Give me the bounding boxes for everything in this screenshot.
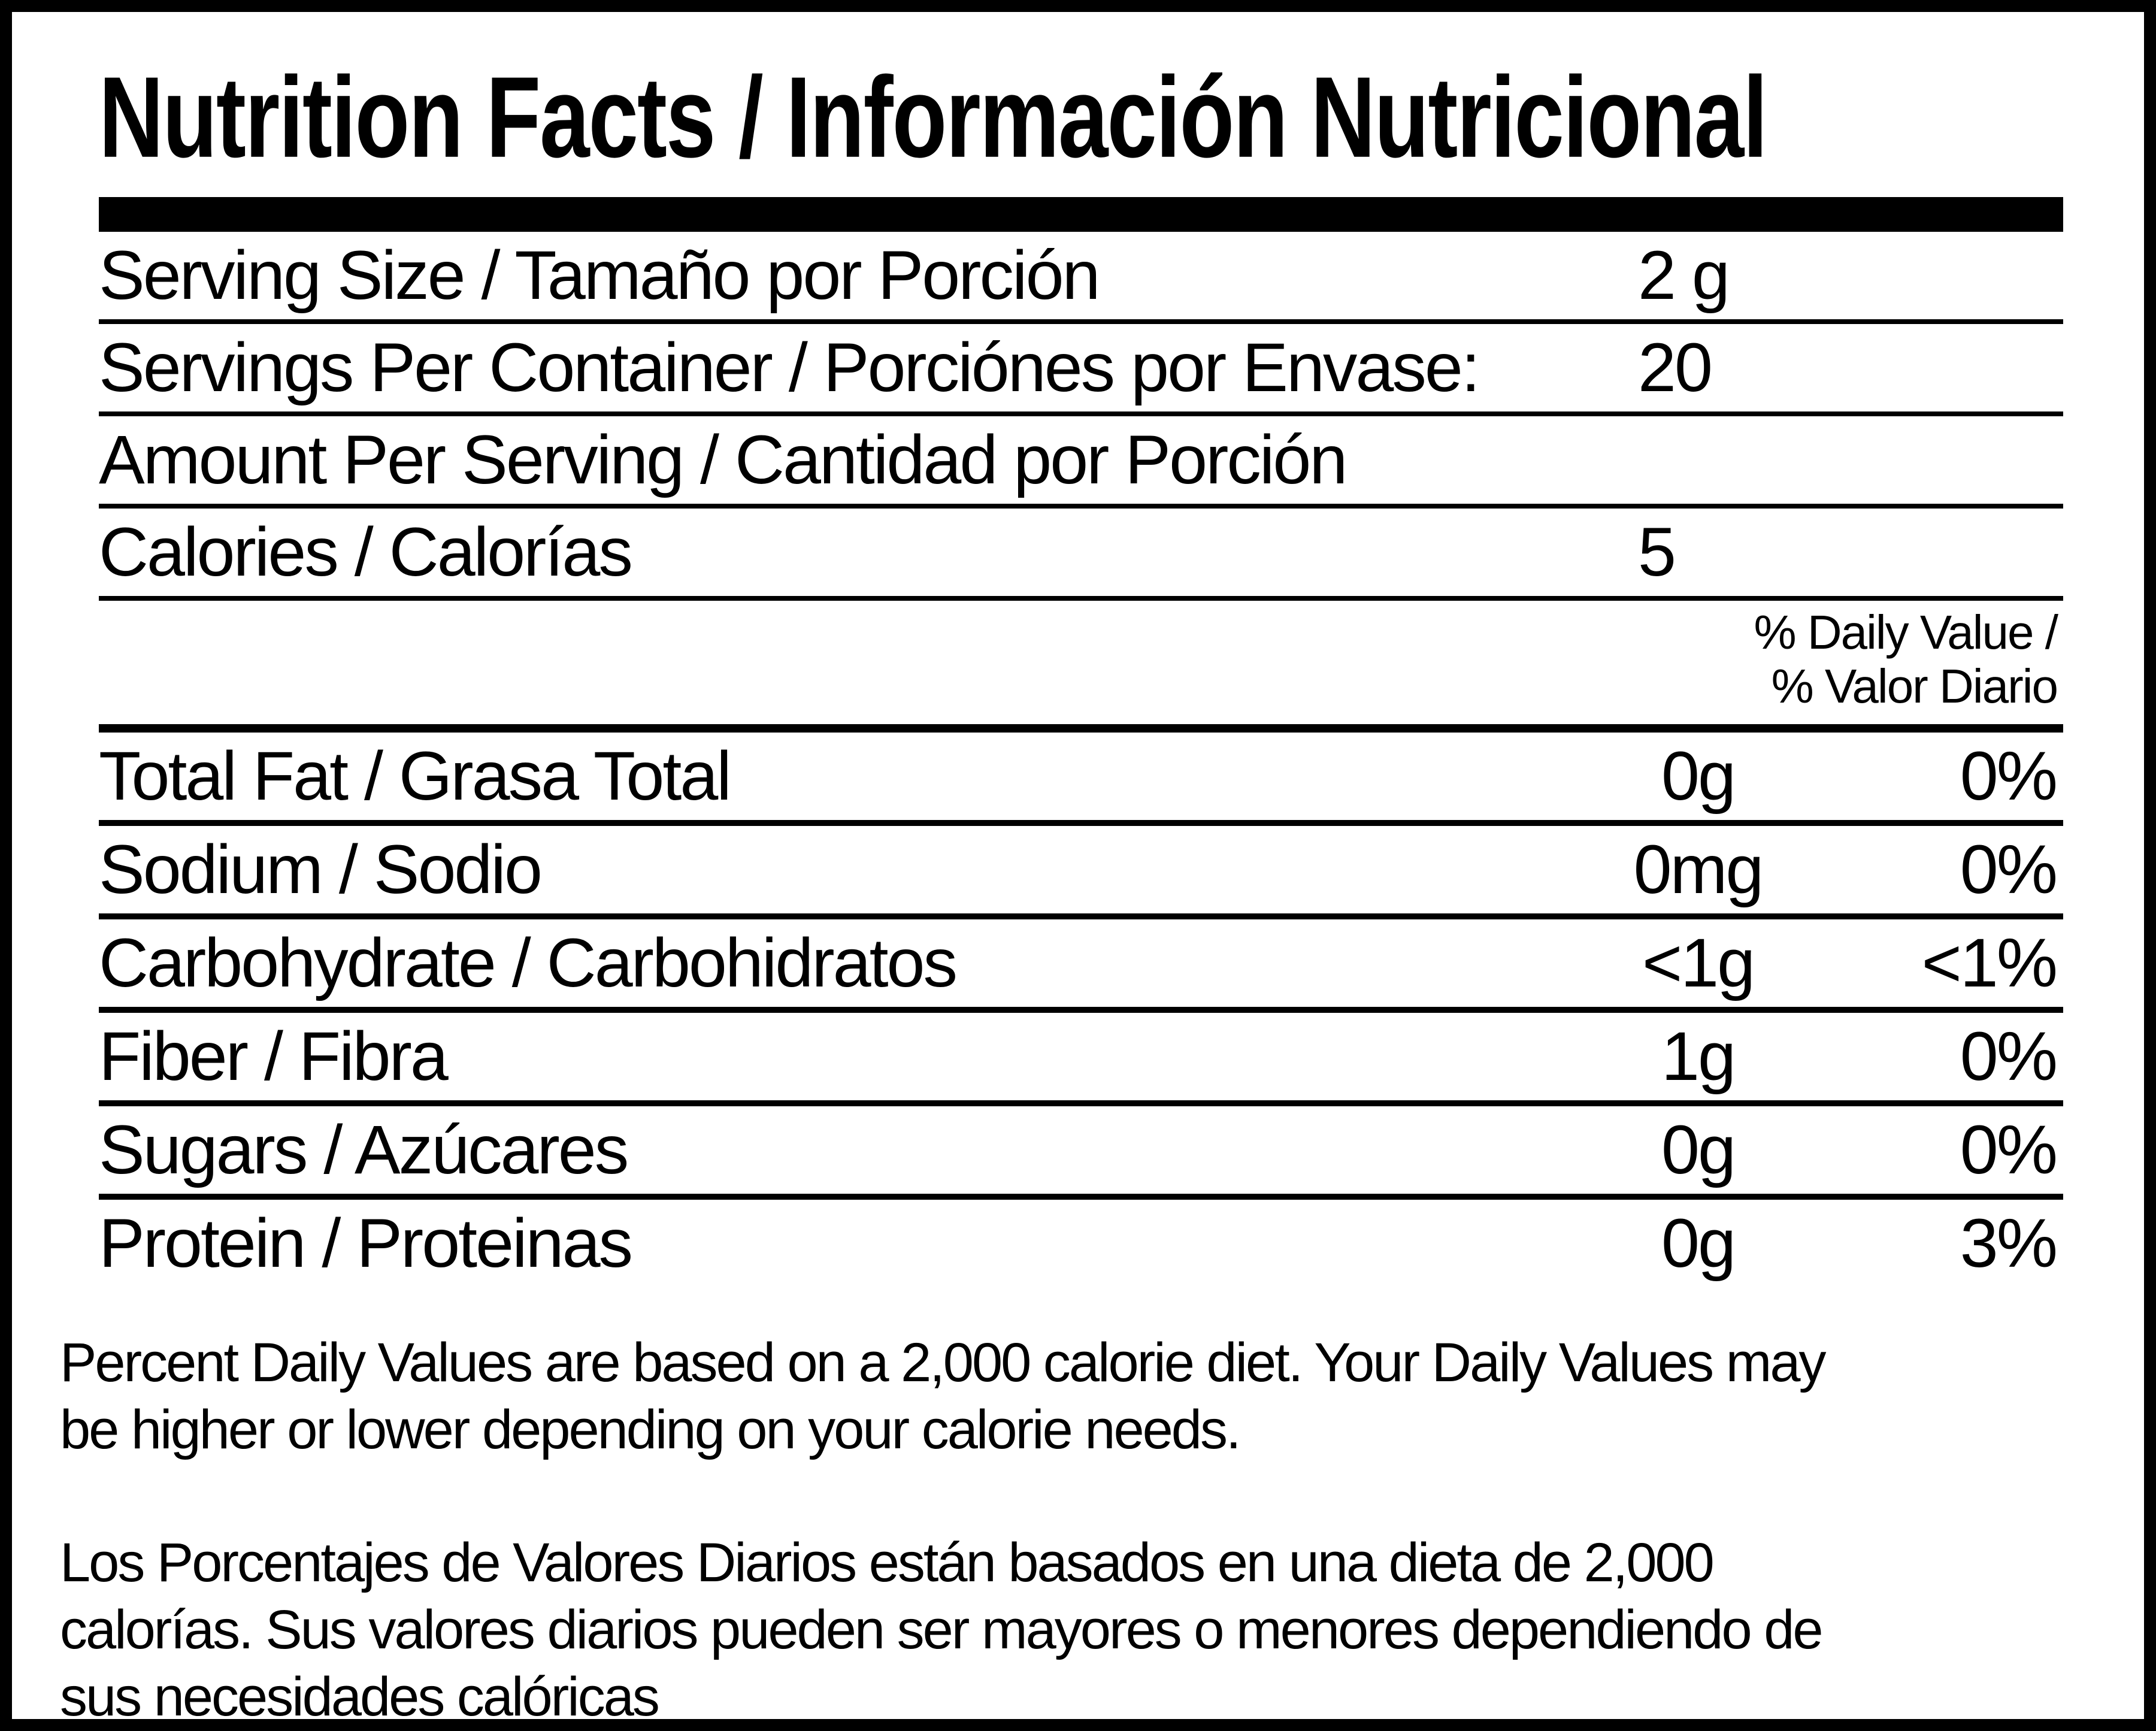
serving-info-section: Serving Size / Tamaño por Porción 2 g Se… [99,232,2063,601]
nutrient-row-sugars: Sugars / Azúcares 0g 0% [99,1106,2063,1200]
nutrient-percent: <1% [1921,925,2058,1001]
serving-size-value: 2 g [1638,237,1730,314]
nutrient-row-total-fat: Total Fat / Grasa Total 0g 0% [99,733,2063,826]
nutrients-table: Total Fat / Grasa Total 0g 0% Sodium / S… [99,733,2063,1287]
nutrient-amount: 0g [1661,1205,1736,1282]
footnote-line: be higher or lower depending on your cal… [60,1399,1241,1460]
footnote-line: Percent Daily Values are based on a 2,00… [60,1332,1827,1393]
nutrition-label: Nutrition Facts / Información Nutriciona… [12,12,2144,1719]
amount-per-serving-row: Amount Per Serving / Cantidad por Porció… [99,416,2063,509]
servings-per-container-row: Servings Per Container / Porciónes por E… [99,324,2063,416]
nutrient-amount: 0g [1661,1112,1736,1188]
label-title: Nutrition Facts / Información Nutriciona… [99,52,1768,181]
serving-size-label: Serving Size / Tamaño por Porción [99,237,1101,314]
nutrient-percent: 3% [1960,1205,2058,1282]
calories-value: 5 [1638,514,1676,591]
daily-value-header: % Daily Value / % Valor Diario [99,601,2063,733]
footnote-line: sus necesidades calóricas [60,1666,660,1719]
daily-value-header-line-2: % Valor Diario [1771,659,2058,713]
calories-row: Calories / Calorías 5 [99,509,2063,601]
nutrient-label: Fiber / Fibra [99,1018,449,1095]
nutrient-percent: 0% [1960,738,2058,815]
footnote-spanish: Los Porcentajes de Valores Diarios están… [60,1529,2111,1719]
nutrient-row-fiber: Fiber / Fibra 1g 0% [99,1013,2063,1106]
header-divider-bar [99,197,2063,232]
nutrient-row-protein: Protein / Proteinas 0g 3% [99,1200,2063,1287]
footnote-line: Los Porcentajes de Valores Diarios están… [60,1532,1715,1593]
nutrient-label: Total Fat / Grasa Total [99,738,732,815]
nutrient-row-carbohydrate: Carbohydrate / Carbohidratos <1g <1% [99,919,2063,1013]
footnotes-section: Percent Daily Values are based on a 2,00… [60,1329,2111,1719]
label-content: Nutrition Facts / Información Nutriciona… [99,58,2063,1287]
nutrient-percent: 0% [1960,1112,2058,1188]
footnote-line: calorías. Sus valores diarios pueden ser… [60,1599,1824,1660]
nutrient-label: Sugars / Azúcares [99,1112,629,1188]
nutrient-percent: 0% [1960,831,2058,908]
daily-value-header-line-1: % Daily Value / [1754,606,2058,659]
nutrient-row-sodium: Sodium / Sodio 0mg 0% [99,826,2063,919]
nutrient-amount: 1g [1661,1018,1736,1095]
nutrient-label: Carbohydrate / Carbohidratos [99,925,958,1001]
serving-size-row: Serving Size / Tamaño por Porción 2 g [99,232,2063,324]
nutrient-amount: 0g [1661,738,1736,815]
amount-per-serving-label: Amount Per Serving / Cantidad por Porció… [99,422,1348,498]
footnote-english: Percent Daily Values are based on a 2,00… [60,1329,2111,1463]
nutrient-percent: 0% [1960,1018,2058,1095]
nutrient-label: Sodium / Sodio [99,831,543,908]
servings-per-container-value: 20 [1638,329,1713,406]
calories-label: Calories / Calorías [99,514,633,591]
nutrient-amount: <1g [1642,925,1755,1001]
nutrient-amount: 0mg [1633,831,1764,908]
servings-per-container-label: Servings Per Container / Porciónes por E… [99,329,1480,406]
nutrient-label: Protein / Proteinas [99,1205,633,1282]
